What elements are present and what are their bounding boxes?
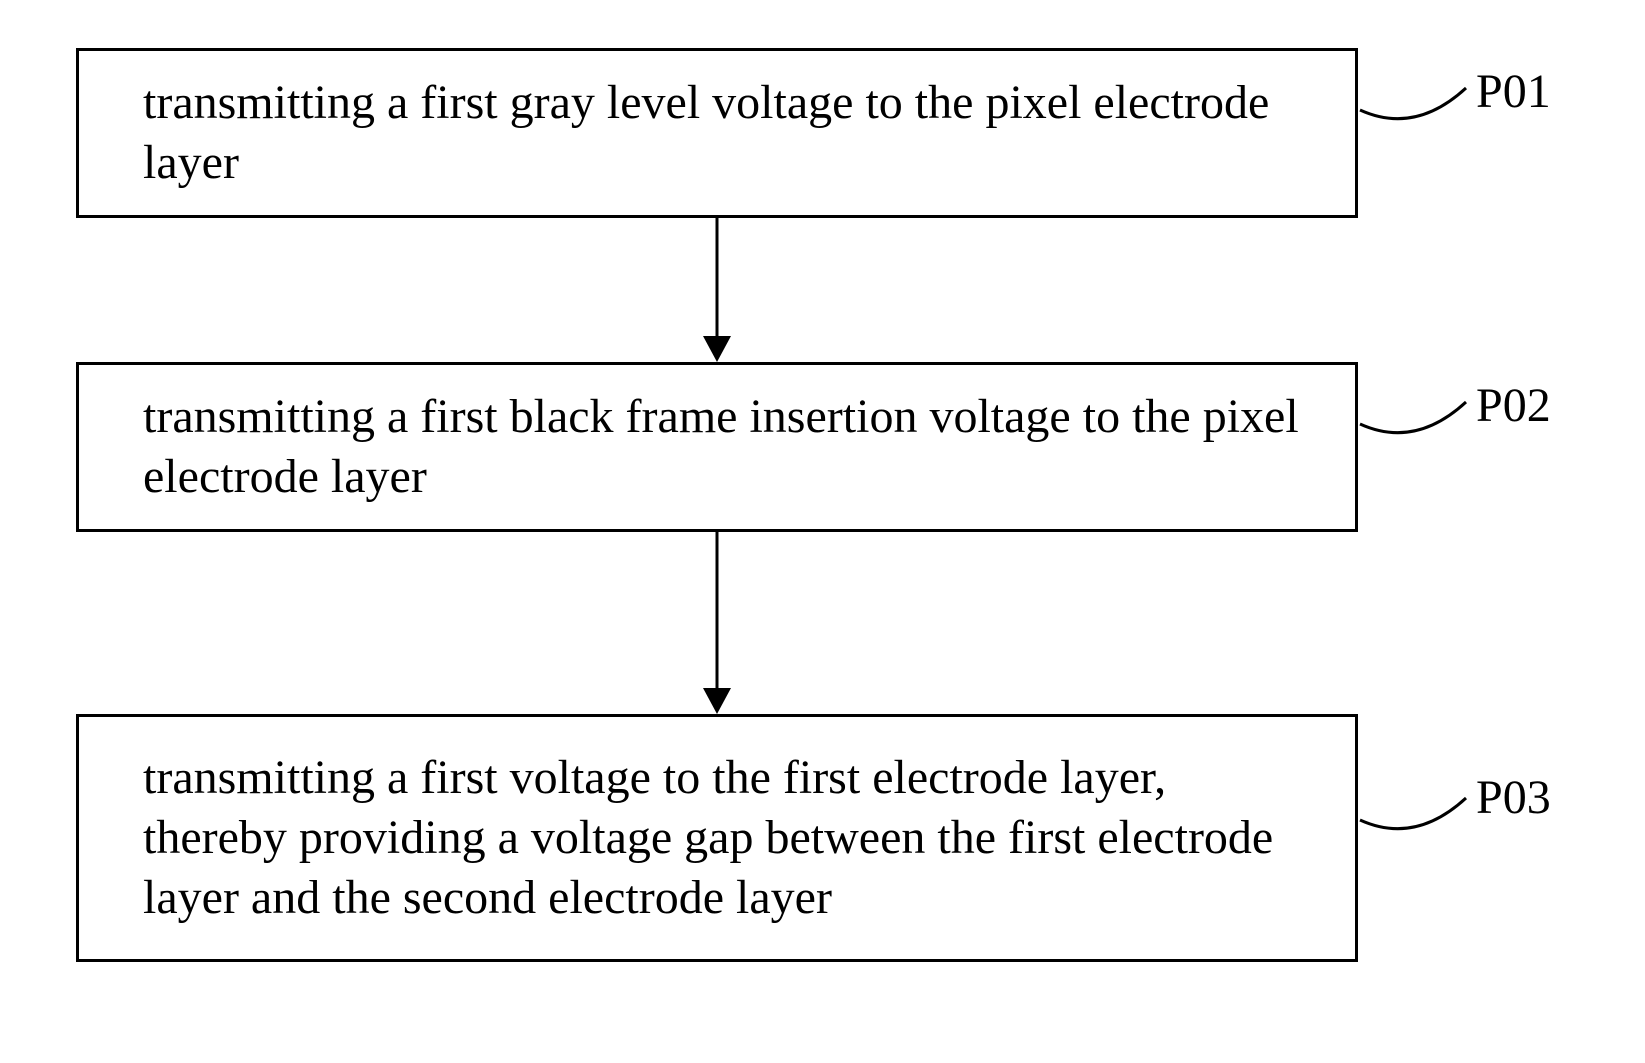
leader-line-p03	[1358, 790, 1478, 860]
arrow-p02-p03	[700, 532, 734, 716]
flowchart-step-p01-text: transmitting a first gray level voltage …	[143, 73, 1311, 193]
flowchart-step-p02: transmitting a first black frame inserti…	[76, 362, 1358, 532]
flowchart-canvas: transmitting a first gray level voltage …	[0, 0, 1645, 1063]
step-label-p03: P03	[1476, 770, 1551, 825]
flowchart-step-p03-text: transmitting a first voltage to the firs…	[143, 748, 1311, 928]
flowchart-step-p03: transmitting a first voltage to the firs…	[76, 714, 1358, 962]
leader-line-p02	[1358, 394, 1478, 464]
flowchart-step-p01: transmitting a first gray level voltage …	[76, 48, 1358, 218]
step-label-p01: P01	[1476, 64, 1551, 119]
leader-line-p01	[1358, 80, 1478, 150]
step-label-p02: P02	[1476, 378, 1551, 433]
flowchart-step-p02-text: transmitting a first black frame inserti…	[143, 387, 1311, 507]
arrow-p01-p02	[700, 218, 734, 364]
